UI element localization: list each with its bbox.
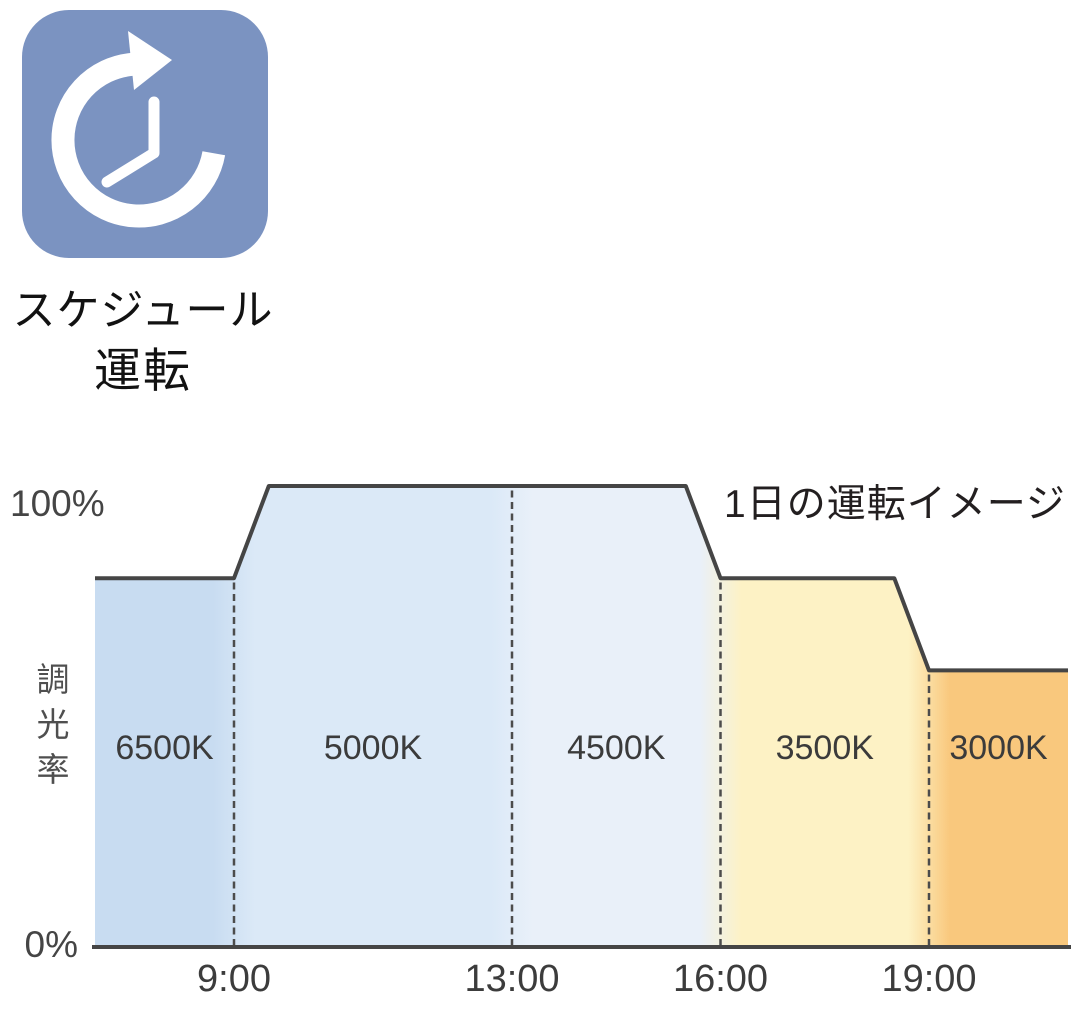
zone-label-4500k: 4500K [567, 729, 666, 767]
x-tick-label-900: 9:00 [197, 958, 271, 1000]
schedule-timer-icon [22, 10, 268, 258]
x-tick-label-1600: 16:00 [672, 958, 769, 1000]
clock-ring-arc [51, 52, 226, 228]
feature-label-line1: スケジュール [12, 287, 274, 335]
feature-label-line2: 運転 [94, 344, 192, 398]
y-axis-title: 調光率 [32, 662, 69, 797]
clock-hands-icon [101, 96, 160, 188]
zone-label-5000k: 5000K [323, 729, 423, 767]
x-tick-label-1300: 13:00 [464, 958, 560, 1000]
dimming-area-fill [95, 486, 1068, 947]
dimming-level-line [95, 484, 1068, 673]
y-axis-min-label: 0% [24, 924, 78, 965]
zone-label-3000k: 3000K [949, 729, 1048, 767]
y-axis-max-label: 100% [10, 483, 105, 524]
x-tick-label-1900: 19:00 [881, 958, 977, 1000]
feature-label: スケジュール 運転 [10, 287, 276, 398]
clockwise-arrow-head-icon [128, 31, 172, 90]
zone-label-6500k: 6500K [115, 729, 214, 767]
zone-label-3500k: 3500K [775, 729, 874, 767]
chart-title: 1日の運転イメージ [724, 483, 1066, 526]
